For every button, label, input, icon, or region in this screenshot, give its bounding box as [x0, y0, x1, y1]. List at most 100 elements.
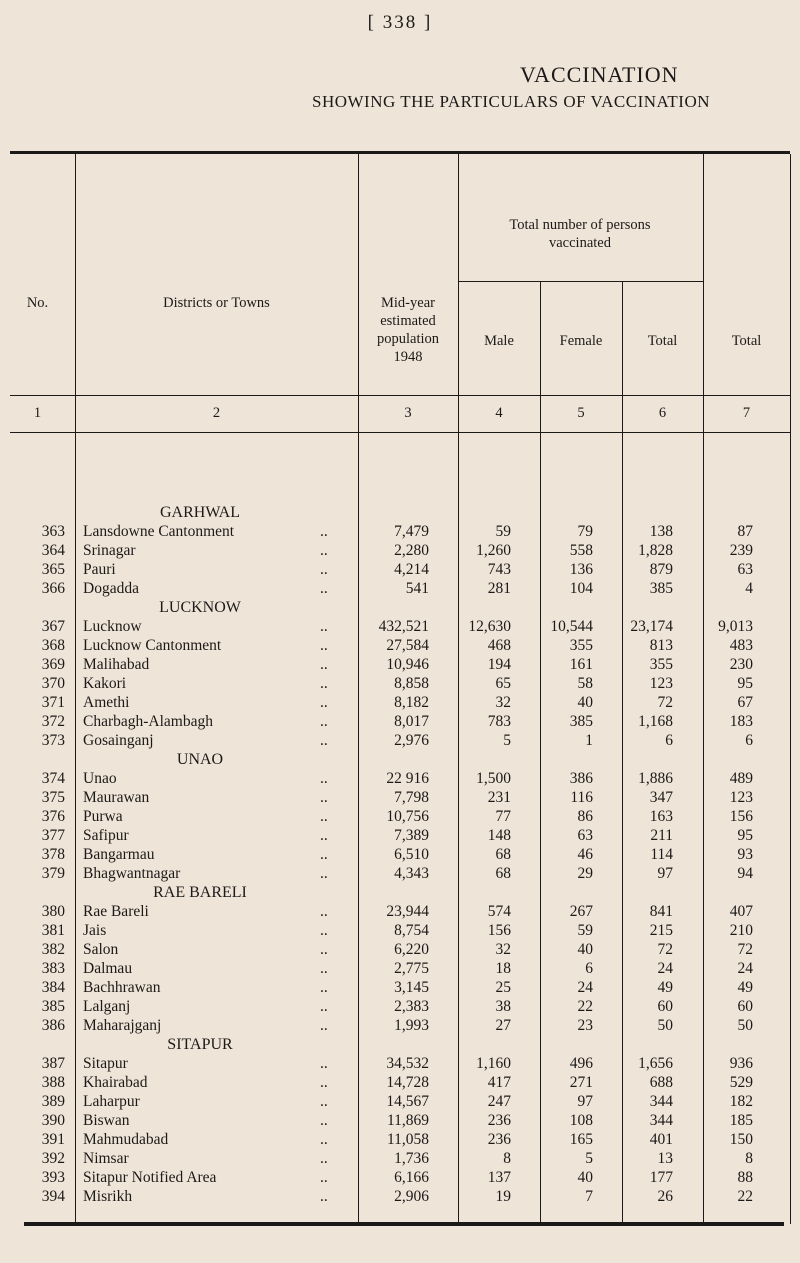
total-7: 185	[729, 1112, 753, 1129]
district-name: Khairabad..	[65, 1073, 331, 1092]
total: 60	[657, 998, 674, 1015]
population: 8,754	[394, 922, 429, 939]
district-label: Nimsar	[83, 1150, 129, 1167]
district-name: Laharpur..	[65, 1092, 331, 1111]
total-7: 95	[737, 827, 754, 844]
total: 215	[649, 922, 673, 939]
total-7: 529	[729, 1074, 753, 1091]
male: 194	[487, 656, 511, 673]
leader-dots: ..	[320, 979, 328, 996]
district-name: Maharajganj..	[65, 1016, 331, 1035]
leader-dots: ..	[320, 618, 328, 635]
row-number: 375	[41, 789, 65, 806]
district-name: Salon..	[65, 940, 331, 959]
column-divider	[622, 282, 623, 1224]
table-row: 369 Malihabad.. 10,946 194 161 355 230	[10, 655, 790, 674]
population: 22 916	[386, 770, 429, 787]
row-number: 363	[41, 523, 65, 540]
total: 114	[650, 846, 673, 863]
female: 165	[569, 1131, 593, 1148]
female: 24	[577, 979, 594, 996]
female: 86	[577, 808, 594, 825]
male: 59	[495, 523, 512, 540]
leader-dots: ..	[320, 656, 328, 673]
leader-dots: ..	[320, 1093, 328, 1110]
leader-dots: ..	[320, 808, 328, 825]
leader-dots: ..	[320, 561, 328, 578]
total: 347	[649, 789, 673, 806]
district-label: Mahmudabad	[83, 1131, 169, 1148]
bottom-rule	[24, 1222, 784, 1226]
row-number: 378	[41, 846, 65, 863]
total-7: 49	[737, 979, 754, 996]
table-row: 379 Bhagwantnagar.. 4,343 68 29 97 94	[10, 864, 790, 883]
population: 1,993	[394, 1017, 429, 1034]
district-name: Amethi..	[65, 693, 331, 712]
male: 417	[487, 1074, 511, 1091]
population: 6,220	[394, 941, 429, 958]
row-number: 383	[41, 960, 65, 977]
district-name: Dogadda..	[65, 579, 331, 598]
row-number: 388	[41, 1074, 65, 1091]
female: 355	[569, 637, 593, 654]
total-7: 210	[729, 922, 753, 939]
female: 97	[577, 1093, 594, 1110]
group-name: LUCKNOW	[159, 599, 241, 616]
leader-dots: ..	[320, 713, 328, 730]
female: 40	[577, 694, 594, 711]
district-label: Pauri	[83, 561, 116, 578]
total-7: 8	[745, 1150, 753, 1167]
total-7: 483	[729, 637, 753, 654]
page-number: [ 338 ]	[367, 12, 433, 33]
leader-dots: ..	[320, 770, 328, 787]
column-divider	[458, 154, 459, 1224]
total-7: 88	[737, 1169, 754, 1186]
row-number: 380	[41, 903, 65, 920]
total: 841	[649, 903, 673, 920]
total-7: 60	[737, 998, 754, 1015]
district-label: Srinagar	[83, 542, 136, 559]
male: 1,260	[476, 542, 511, 559]
district-name: Misrikh..	[65, 1187, 331, 1206]
leader-dots: ..	[320, 1131, 328, 1148]
district-label: Rae Bareli	[83, 903, 149, 920]
table-row: 368 Lucknow Cantonment.. 27,584 468 355 813 48…	[10, 636, 790, 655]
female: 7	[585, 1188, 593, 1205]
table-row: 384 Bachhrawan.. 3,145 25 24 49 49	[10, 978, 790, 997]
district-label: Amethi	[83, 694, 130, 711]
group-heading: RAE BARELI	[10, 883, 790, 902]
district-name: Bhagwantnagar..	[65, 864, 331, 883]
male: 65	[495, 675, 512, 692]
column-number: 1	[33, 405, 42, 421]
group-heading: SITAPUR	[10, 1035, 790, 1054]
female: 40	[577, 941, 594, 958]
row-number: 390	[41, 1112, 65, 1129]
population: 8,858	[394, 675, 429, 692]
male: 468	[487, 637, 511, 654]
table-row: 394 Misrikh.. 2,906 19 7 26 22	[10, 1187, 790, 1206]
district-label: Lansdowne Cantonment	[83, 523, 235, 540]
header-female: Female	[559, 333, 603, 349]
district-label: Bhagwantnagar	[83, 865, 181, 882]
female: 136	[569, 561, 593, 578]
population: 8,017	[394, 713, 429, 730]
table-row: 385 Lalganj.. 2,383 38 22 60 60	[10, 997, 790, 1016]
total-7: 93	[737, 846, 754, 863]
table-body: GARHWAL 363 Lansdowne Cantonment.. 7,479 59 7…	[10, 503, 790, 1206]
district-name: Jais..	[65, 921, 331, 940]
district-label: Maurawan	[83, 789, 150, 806]
female: 385	[569, 713, 593, 730]
district-name: Kakori..	[65, 674, 331, 693]
row-number: 394	[41, 1188, 65, 1205]
row-number: 374	[41, 770, 65, 787]
leader-dots: ..	[320, 960, 328, 977]
total: 879	[649, 561, 673, 578]
male: 236	[487, 1112, 511, 1129]
column-divider	[358, 154, 359, 1224]
leader-dots: ..	[320, 1074, 328, 1091]
female: 46	[577, 846, 594, 863]
district-label: Bangarmau	[83, 846, 155, 863]
column-divider	[540, 282, 541, 1224]
district-name: Rae Bareli..	[65, 902, 331, 921]
column-number-rule	[10, 432, 790, 433]
